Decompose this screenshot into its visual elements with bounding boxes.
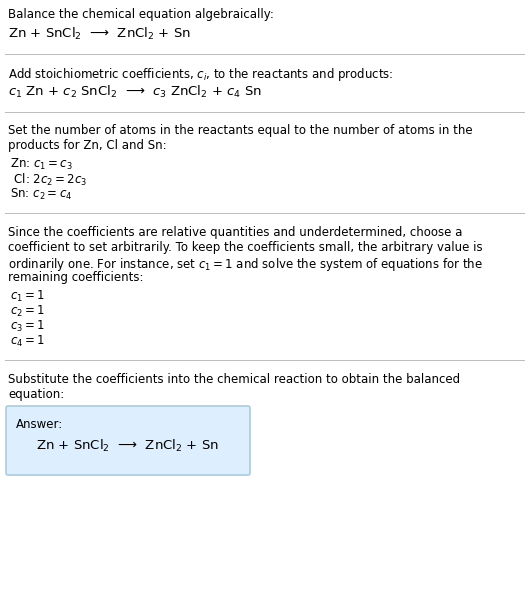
Text: Balance the chemical equation algebraically:: Balance the chemical equation algebraica…: [8, 8, 274, 21]
Text: Cl: $2 c_2 = 2 c_3$: Cl: $2 c_2 = 2 c_3$: [10, 172, 87, 188]
Text: Set the number of atoms in the reactants equal to the number of atoms in the: Set the number of atoms in the reactants…: [8, 124, 472, 137]
Text: ordinarily one. For instance, set $c_1 = 1$ and solve the system of equations fo: ordinarily one. For instance, set $c_1 =…: [8, 256, 483, 273]
Text: $c_1$ Zn + $c_2$ SnCl$_2$  ⟶  $c_3$ ZnCl$_2$ + $c_4$ Sn: $c_1$ Zn + $c_2$ SnCl$_2$ ⟶ $c_3$ ZnCl$_…: [8, 84, 262, 100]
Text: Sn: $c_2 = c_4$: Sn: $c_2 = c_4$: [10, 187, 72, 202]
Text: $c_3 = 1$: $c_3 = 1$: [10, 319, 45, 334]
Text: Zn: $c_1 = c_3$: Zn: $c_1 = c_3$: [10, 157, 72, 172]
Text: products for Zn, Cl and Sn:: products for Zn, Cl and Sn:: [8, 139, 167, 152]
FancyBboxPatch shape: [6, 406, 250, 475]
Text: equation:: equation:: [8, 388, 64, 401]
Text: Zn + SnCl$_2$  ⟶  ZnCl$_2$ + Sn: Zn + SnCl$_2$ ⟶ ZnCl$_2$ + Sn: [8, 26, 191, 42]
Text: Zn + SnCl$_2$  ⟶  ZnCl$_2$ + Sn: Zn + SnCl$_2$ ⟶ ZnCl$_2$ + Sn: [36, 438, 219, 454]
Text: $c_1 = 1$: $c_1 = 1$: [10, 289, 45, 304]
Text: coefficient to set arbitrarily. To keep the coefficients small, the arbitrary va: coefficient to set arbitrarily. To keep …: [8, 241, 482, 254]
Text: remaining coefficients:: remaining coefficients:: [8, 271, 143, 284]
Text: $c_4 = 1$: $c_4 = 1$: [10, 334, 45, 349]
Text: Answer:: Answer:: [16, 418, 63, 431]
Text: Since the coefficients are relative quantities and underdetermined, choose a: Since the coefficients are relative quan…: [8, 226, 462, 239]
Text: Add stoichiometric coefficients, $c_i$, to the reactants and products:: Add stoichiometric coefficients, $c_i$, …: [8, 66, 394, 83]
Text: $c_2 = 1$: $c_2 = 1$: [10, 304, 45, 319]
Text: Substitute the coefficients into the chemical reaction to obtain the balanced: Substitute the coefficients into the che…: [8, 373, 460, 386]
